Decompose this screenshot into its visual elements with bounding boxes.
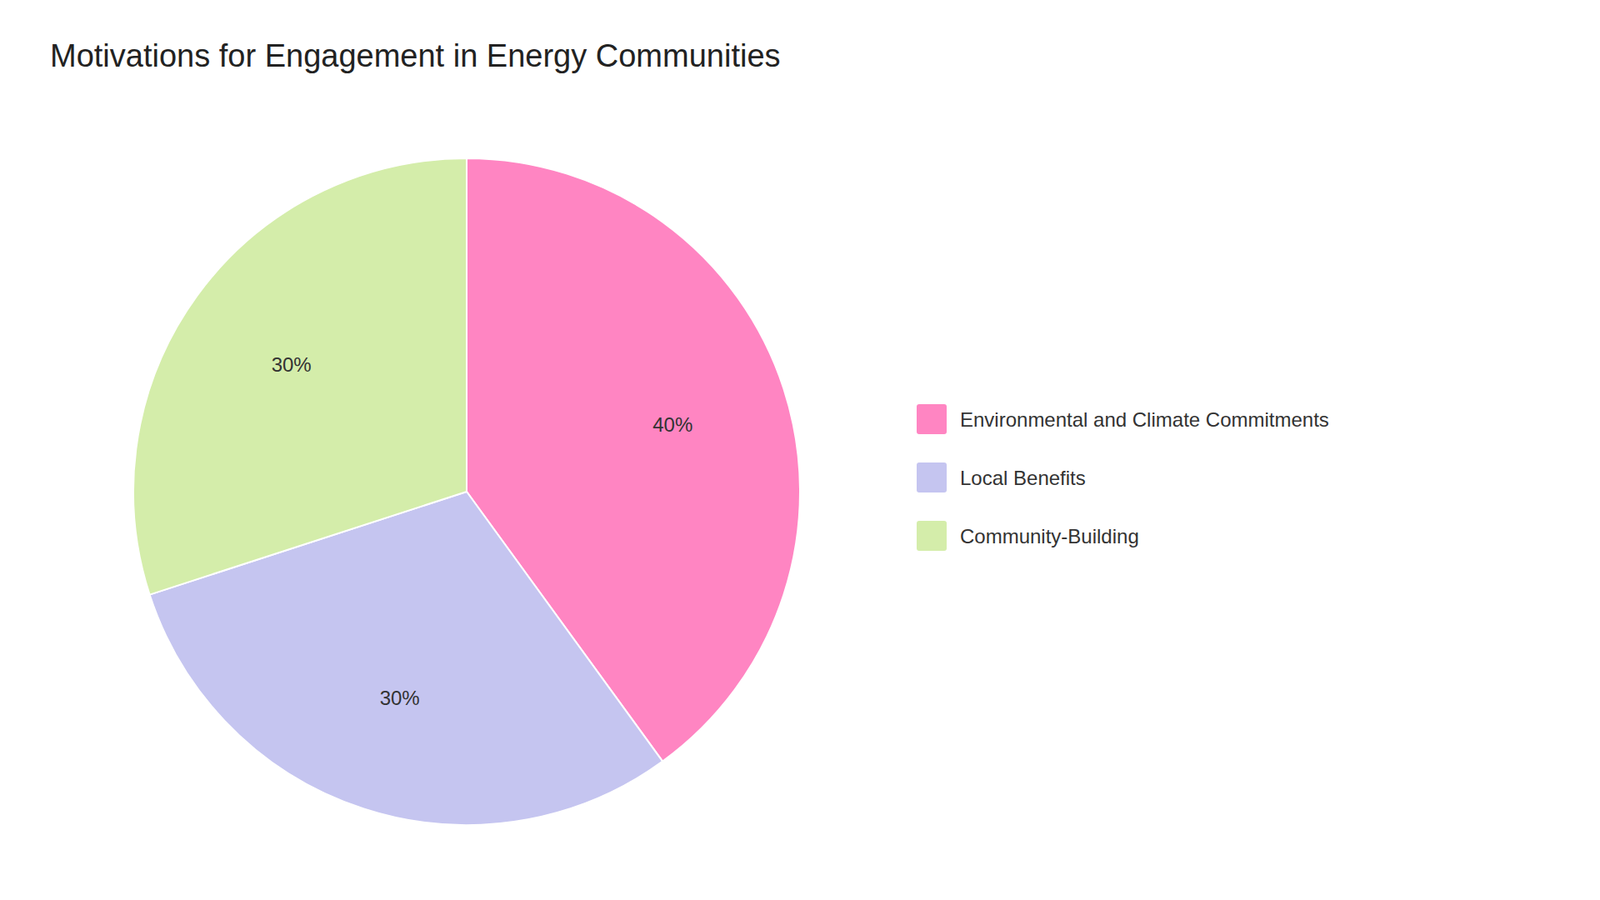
legend-item: Local Benefits — [916, 462, 1086, 493]
legend-swatch — [916, 462, 947, 493]
data-label: 30% — [271, 353, 312, 376]
pie-slice — [133, 158, 467, 595]
legend-swatch — [916, 404, 947, 435]
data-labels: 40% 30% 30% — [271, 353, 694, 710]
chart-root: Motivations for Engagement in Energy Com… — [0, 0, 1600, 900]
legend-item: Community-Building — [916, 520, 1140, 551]
pie-group — [133, 158, 800, 825]
chart-title: Motivations for Engagement in Energy Com… — [50, 38, 781, 74]
legend-swatch — [916, 520, 947, 551]
legend-label: Environmental and Climate Commitments — [960, 408, 1330, 431]
data-label: 30% — [380, 686, 420, 710]
legend-item: Environmental and Climate Commitments — [916, 404, 1330, 435]
legend-label: Community-Building — [960, 525, 1140, 548]
legend-label: Local Benefits — [960, 466, 1086, 490]
legend: Environmental and Climate Commitments Loc… — [916, 404, 1330, 551]
data-label: 40% — [652, 413, 693, 436]
